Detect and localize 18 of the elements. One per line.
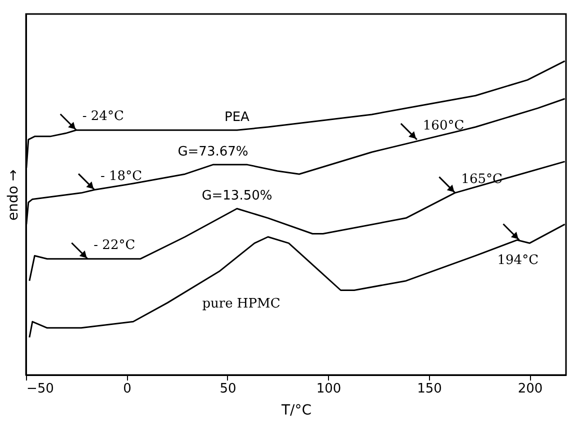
annotation: - 18°C <box>100 168 142 184</box>
y-axis-title: endo → <box>6 169 22 221</box>
series-label: G=13.50% <box>202 188 272 204</box>
series-label: pure HPMC <box>202 296 280 312</box>
x-tick-label: 0 <box>123 382 132 396</box>
annotation: - 24°C <box>82 109 124 124</box>
annotation: 194°C <box>497 253 539 268</box>
x-tick-label: 100 <box>316 382 342 396</box>
series-label: G=73.67% <box>178 144 248 160</box>
annotation: 160°C <box>422 118 464 134</box>
annotation: - 22°C <box>94 238 136 253</box>
annotation: 165°C <box>461 172 502 187</box>
series-label: PEA <box>224 110 250 126</box>
x-tick-label: 150 <box>417 382 442 396</box>
x-axis-title: T/°C <box>280 402 312 418</box>
x-tick-label: 200 <box>518 382 543 396</box>
x-tick-label: −50 <box>26 382 54 396</box>
x-tick-label: 50 <box>220 382 236 396</box>
